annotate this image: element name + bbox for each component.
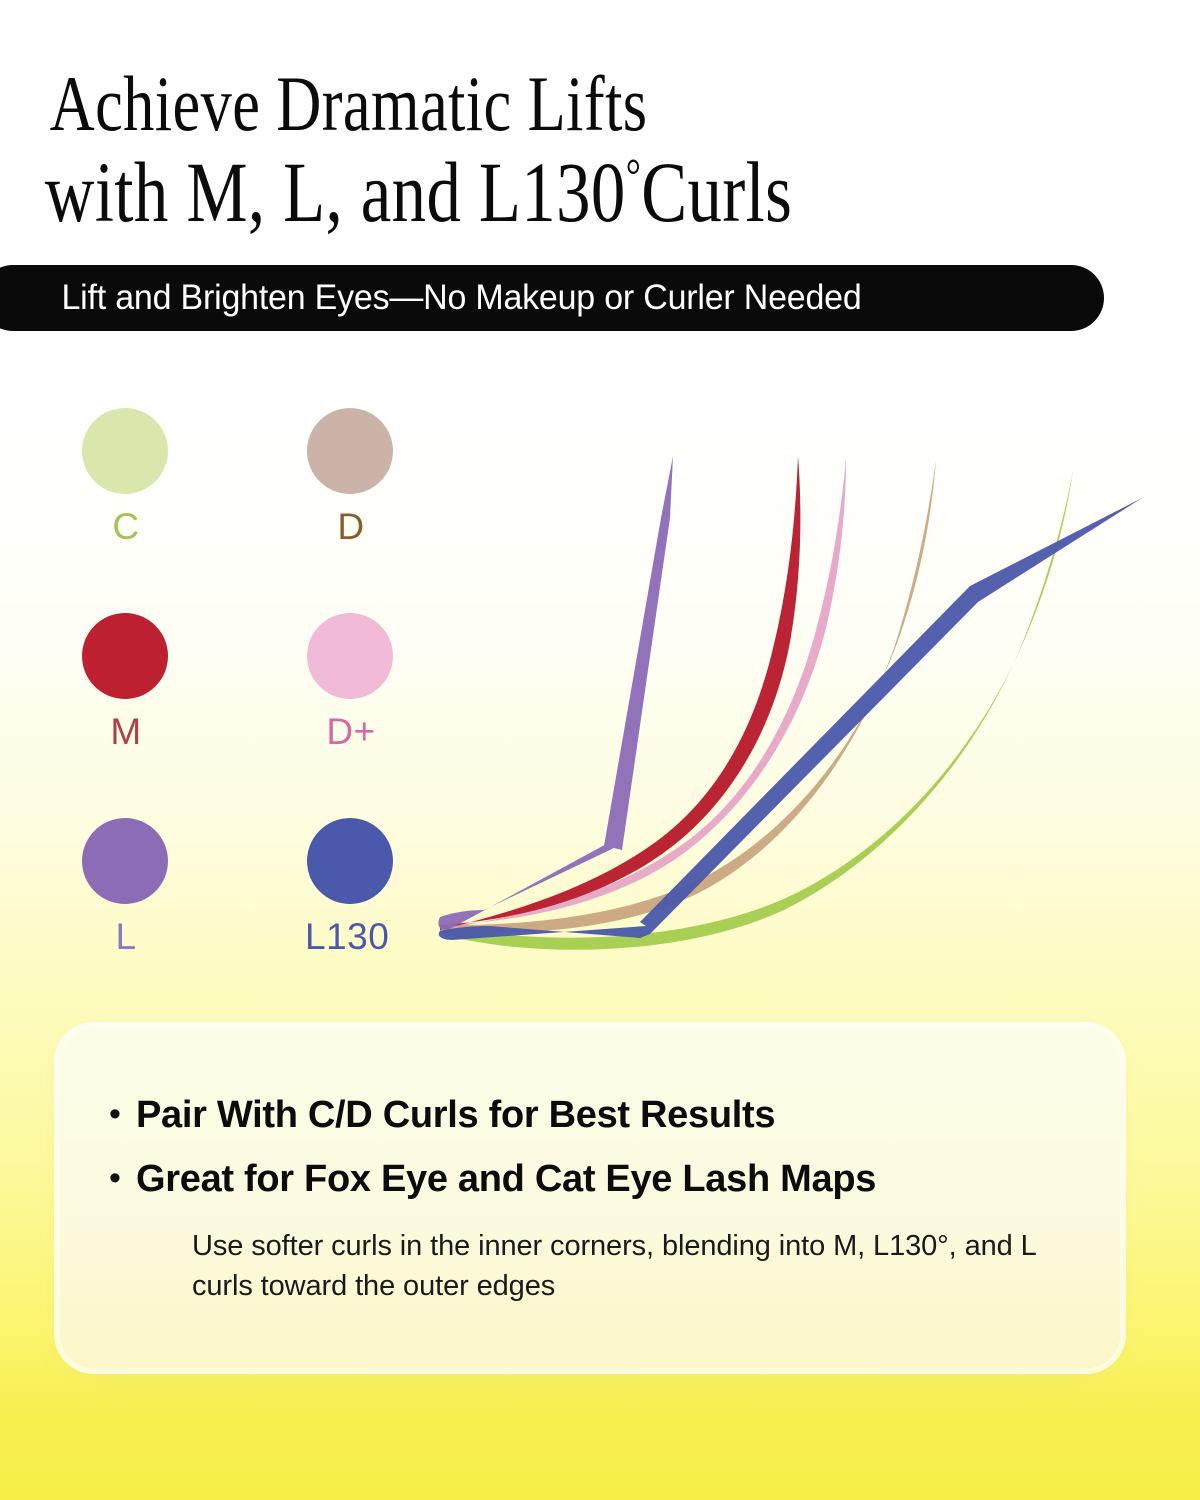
tip-item-1: • Pair With C/D Curls for Best Results <box>94 1090 1060 1140</box>
swatch-label-l: L <box>115 916 137 957</box>
swatch-dot-d <box>307 408 393 494</box>
swatch-dot-d-plus <box>307 613 393 699</box>
swatch-label-m: M <box>110 711 142 752</box>
title-line-2-suffix: Curls <box>641 144 793 240</box>
legend-item-c[interactable]: C <box>78 408 303 613</box>
legend-item-l130[interactable]: L130 <box>303 818 528 1023</box>
legend-item-m[interactable]: M <box>78 613 303 818</box>
bullet-icon: • <box>109 1095 121 1133</box>
lash-curve-l <box>438 456 673 931</box>
page-title: Achieve Dramatic Lifts with M, L, and L1… <box>0 60 1200 239</box>
swatch-label-c: C <box>112 506 140 547</box>
tip-item-2: • Great for Fox Eye and Cat Eye Lash Map… <box>94 1154 1060 1204</box>
lash-curve-l130 <box>438 498 1142 940</box>
degree-symbol: ° <box>625 150 642 203</box>
swatch-dot-l <box>82 818 168 904</box>
tip-text-2: Great for Fox Eye and Cat Eye Lash Maps <box>136 1158 877 1200</box>
tip-note: Use softer curls in the inner corners, b… <box>192 1230 1036 1302</box>
legend-item-l[interactable]: L <box>78 818 303 1023</box>
curl-legend: C D M D+ L L130 <box>78 408 438 1023</box>
swatch-dot-m <box>82 613 168 699</box>
tips-card: • Pair With C/D Curls for Best Results •… <box>60 1028 1120 1368</box>
subtitle-banner: Lift and Brighten Eyes—No Makeup or Curl… <box>0 265 1104 331</box>
legend-item-d-plus[interactable]: D+ <box>303 613 528 818</box>
swatch-label-l130: L130 <box>305 916 390 957</box>
subtitle-banner-text: Lift and Brighten Eyes—No Makeup or Curl… <box>61 278 862 317</box>
title-line-2: with M, L, and L130°Curls <box>0 146 960 238</box>
lash-curl-diagram <box>418 398 1200 973</box>
swatch-label-d: D <box>337 506 365 547</box>
swatch-dot-c <box>82 408 168 494</box>
tip-text-1: Pair With C/D Curls for Best Results <box>136 1094 776 1136</box>
swatch-label-d-plus: D+ <box>326 711 376 752</box>
title-line-1: Achieve Dramatic Lifts <box>49 60 648 147</box>
bullet-icon: • <box>109 1159 121 1197</box>
swatch-dot-l130 <box>307 818 393 904</box>
legend-item-d[interactable]: D <box>303 408 528 613</box>
title-line-2-text: with M, L, and L130 <box>44 144 626 240</box>
